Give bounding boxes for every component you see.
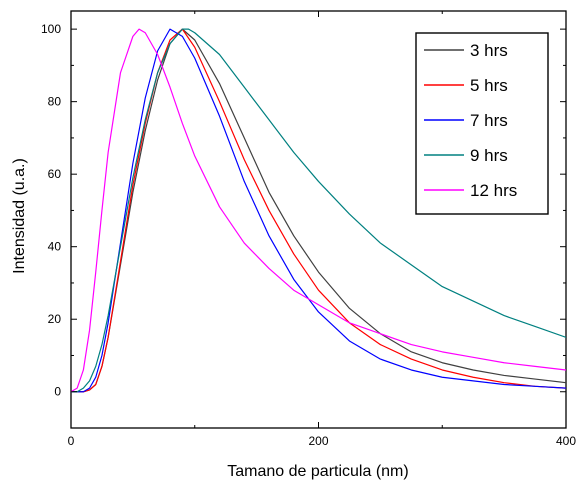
y-tick-label: 40 (48, 240, 62, 254)
y-tick-label: 80 (48, 95, 62, 109)
y-axis-title: Intensidad (u.a.) (11, 158, 28, 274)
y-tick-label: 60 (48, 167, 62, 181)
legend-label-3: 7 hrs (470, 111, 508, 130)
x-tick-label: 400 (556, 434, 576, 448)
series-line-5 (71, 28, 566, 393)
legend-label-4: 9 hrs (470, 146, 508, 165)
x-tick-label: 0 (68, 434, 75, 448)
y-tick-label: 100 (41, 22, 61, 36)
legend-label-2: 5 hrs (470, 76, 508, 95)
series-line-3 (71, 28, 566, 393)
x-axis-title: Tamano de particula (nm) (227, 463, 408, 480)
series-line-4 (71, 28, 566, 393)
legend-label-5: 12 hrs (470, 181, 517, 200)
series-line-2 (71, 28, 566, 393)
y-tick-label: 0 (54, 385, 61, 399)
x-tick-label: 200 (308, 434, 328, 448)
y-tick-label: 20 (48, 312, 62, 326)
legend-box (415, 32, 549, 215)
legend-label-1: 3 hrs (470, 41, 508, 60)
